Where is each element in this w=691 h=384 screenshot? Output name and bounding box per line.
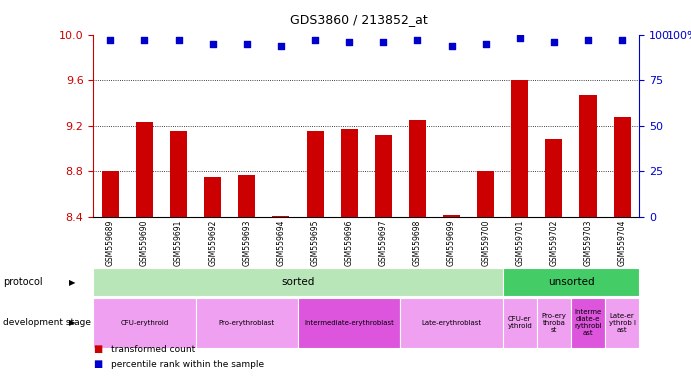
Text: GSM559700: GSM559700 [481, 220, 490, 266]
Bar [238, 175, 256, 217]
Point [139, 37, 150, 43]
Bar [605, 298, 639, 348]
Bar [503, 268, 639, 296]
Text: protocol: protocol [3, 277, 43, 287]
Text: GSM559697: GSM559697 [379, 220, 388, 266]
Bar [477, 171, 494, 217]
Point [583, 37, 594, 43]
Text: Interme
diate-e
rythrobl
ast: Interme diate-e rythrobl ast [574, 309, 602, 336]
Text: GSM559695: GSM559695 [310, 220, 319, 266]
Point [616, 37, 627, 43]
Text: ■: ■ [93, 344, 102, 354]
Bar [503, 298, 537, 348]
Text: GSM559703: GSM559703 [583, 220, 592, 266]
Bar [614, 117, 631, 217]
Text: GDS3860 / 213852_at: GDS3860 / 213852_at [290, 13, 428, 26]
Text: transformed count: transformed count [111, 345, 195, 354]
Bar [409, 120, 426, 217]
Text: GSM559696: GSM559696 [345, 220, 354, 266]
Text: GSM559691: GSM559691 [174, 220, 183, 266]
Bar [511, 80, 529, 217]
Text: GSM559689: GSM559689 [106, 220, 115, 266]
Point [343, 39, 354, 45]
Bar [400, 298, 503, 348]
Bar [307, 131, 323, 217]
Text: ■: ■ [93, 359, 102, 369]
Bar [571, 298, 605, 348]
Text: Late-er
ythrob l
ast: Late-er ythrob l ast [609, 313, 636, 333]
Bar [545, 139, 562, 217]
Text: unsorted: unsorted [548, 277, 594, 287]
Text: ▶: ▶ [69, 278, 76, 287]
Point [378, 39, 389, 45]
Point [310, 37, 321, 43]
Bar [93, 298, 196, 348]
Text: GSM559702: GSM559702 [549, 220, 558, 266]
Bar [170, 131, 187, 217]
Bar [341, 129, 358, 217]
Bar [537, 298, 571, 348]
Text: ▶: ▶ [69, 318, 76, 327]
Text: CFU-er
ythroid: CFU-er ythroid [507, 316, 532, 329]
Text: GSM559692: GSM559692 [208, 220, 217, 266]
Text: GSM559699: GSM559699 [447, 220, 456, 266]
Text: sorted: sorted [281, 277, 314, 287]
Text: development stage: development stage [3, 318, 91, 327]
Point [276, 43, 287, 49]
Point [412, 37, 423, 43]
Point [241, 41, 252, 47]
Bar [136, 122, 153, 217]
Point [207, 41, 218, 47]
Text: GSM559693: GSM559693 [243, 220, 252, 266]
Point [105, 37, 116, 43]
Point [480, 41, 491, 47]
Bar [272, 216, 290, 217]
Text: Pro-ery
throba
st: Pro-ery throba st [542, 313, 567, 333]
Text: GSM559690: GSM559690 [140, 220, 149, 266]
Text: Intermediate-erythroblast: Intermediate-erythroblast [304, 319, 394, 326]
Point [173, 37, 184, 43]
Bar [580, 95, 596, 217]
Bar [204, 177, 221, 217]
Text: Late-erythroblast: Late-erythroblast [422, 319, 482, 326]
Text: GSM559698: GSM559698 [413, 220, 422, 266]
Bar [375, 135, 392, 217]
Bar [93, 268, 503, 296]
Text: Pro-erythroblast: Pro-erythroblast [219, 319, 275, 326]
Y-axis label: 100%: 100% [667, 31, 691, 41]
Text: GSM559704: GSM559704 [618, 220, 627, 266]
Text: percentile rank within the sample: percentile rank within the sample [111, 359, 264, 369]
Point [446, 43, 457, 49]
Bar [196, 298, 298, 348]
Point [549, 39, 560, 45]
Text: CFU-erythroid: CFU-erythroid [120, 319, 169, 326]
Text: GSM559701: GSM559701 [515, 220, 524, 266]
Text: GSM559694: GSM559694 [276, 220, 285, 266]
Bar [102, 171, 119, 217]
Bar [298, 298, 400, 348]
Point [514, 35, 525, 41]
Bar [443, 215, 460, 217]
